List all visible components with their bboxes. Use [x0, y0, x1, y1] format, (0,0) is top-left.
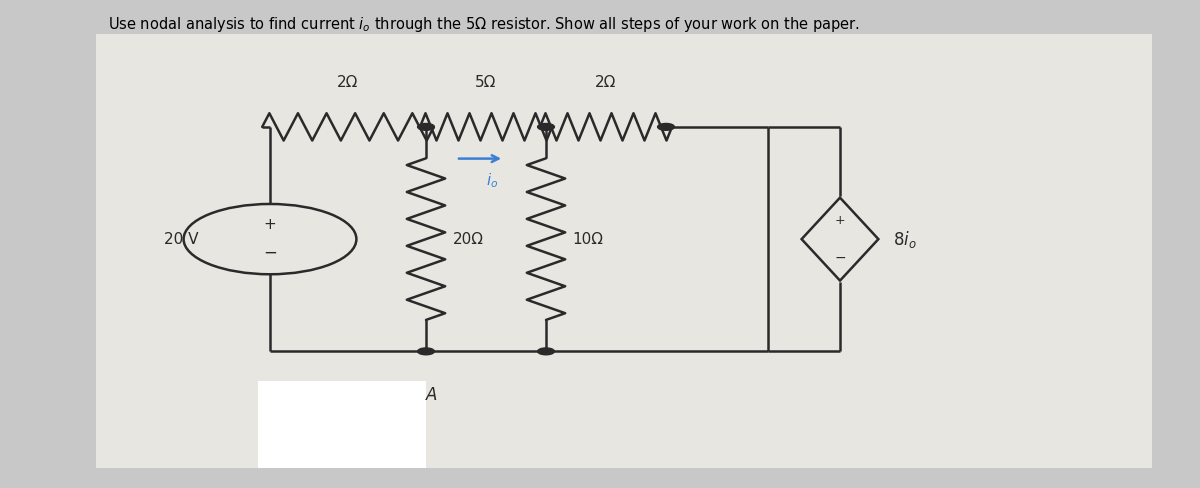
Text: 20 V: 20 V	[163, 232, 198, 246]
Circle shape	[658, 123, 674, 130]
Text: 2Ω: 2Ω	[337, 75, 359, 90]
Text: −: −	[263, 244, 277, 262]
Text: Use nodal analysis to find current $i_o$ through the 5Ω resistor. Show all steps: Use nodal analysis to find current $i_o$…	[108, 15, 860, 34]
Text: +: +	[264, 217, 276, 232]
Text: $8i_o$: $8i_o$	[893, 228, 917, 250]
Circle shape	[538, 123, 554, 130]
FancyBboxPatch shape	[258, 381, 426, 468]
Circle shape	[418, 123, 434, 130]
Text: −: −	[834, 251, 846, 265]
FancyBboxPatch shape	[96, 34, 1152, 468]
Text: 2Ω: 2Ω	[595, 75, 617, 90]
Text: 20Ω: 20Ω	[452, 232, 484, 246]
Text: $i_o$: $i_o$	[486, 171, 498, 189]
Circle shape	[538, 348, 554, 355]
Circle shape	[418, 348, 434, 355]
Text: +: +	[835, 214, 845, 227]
Text: 5Ω: 5Ω	[475, 75, 497, 90]
Text: 10Ω: 10Ω	[572, 232, 604, 246]
Text: A: A	[426, 386, 437, 404]
